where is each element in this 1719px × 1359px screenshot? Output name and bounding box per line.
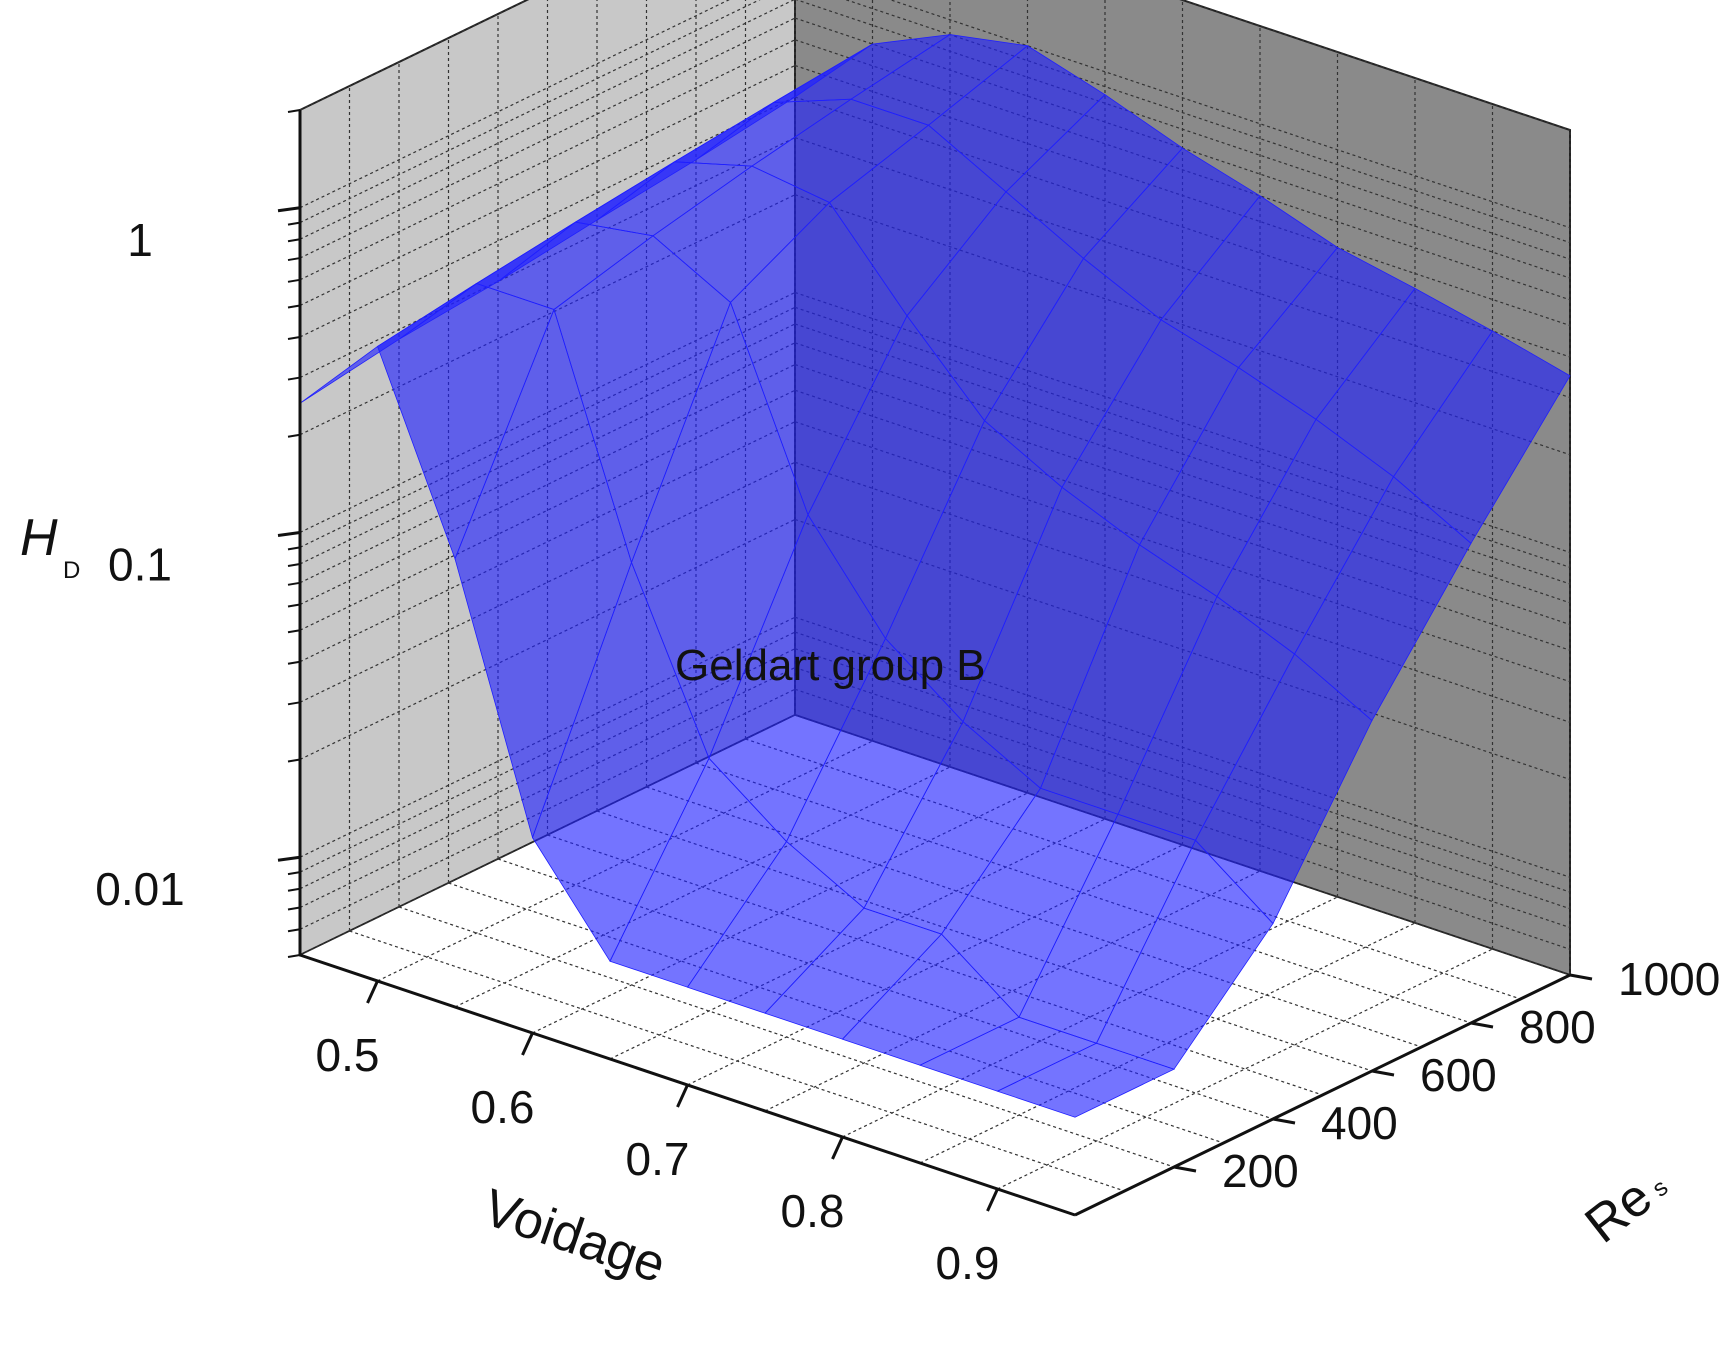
- z-tick-mark-minor: [287, 109, 301, 113]
- y-tick-mark: [1569, 973, 1593, 981]
- left-wall-grid-line: [299, 39, 796, 281]
- z-tick-mark-minor: [287, 581, 301, 586]
- left-wall-grid-line: [299, 0, 761, 224]
- z-tick-label: 0.01: [95, 863, 185, 915]
- z-tick-mark-minor: [287, 433, 301, 438]
- left-wall-grid-line: [299, 0, 529, 111]
- floor-grid-line: [997, 948, 1493, 1190]
- floor-grid-line: [919, 922, 1416, 1164]
- z-tick-mark-minor: [287, 928, 301, 933]
- z-tick-mark-minor: [287, 257, 301, 262]
- z-tick-mark-minor: [287, 376, 301, 381]
- left-wall-grid-line: [299, 0, 795, 240]
- z-tick-mark-major: [277, 855, 301, 862]
- x-tick-mark: [366, 980, 379, 1004]
- svg-text:s: s: [1647, 1174, 1673, 1203]
- surface: [299, 34, 1571, 1118]
- x-tick-mark: [676, 1084, 689, 1108]
- z-tick-mark-minor: [287, 335, 301, 340]
- y-tick-label: 800: [1519, 1001, 1596, 1053]
- left-wall-grid-line: [299, 17, 796, 259]
- y-tick-label: 1000: [1618, 953, 1719, 1005]
- z-tick-mark-minor: [287, 629, 301, 634]
- left-wall-grid-line: [299, 64, 796, 307]
- z-tick-mark-minor: [287, 304, 301, 309]
- z-tick-mark-minor: [287, 887, 301, 892]
- z-axis-label: H D: [20, 509, 80, 584]
- left-wall-grid-line: [299, 96, 796, 338]
- z-tick-mark-major: [277, 531, 301, 537]
- floor-grid-line: [349, 930, 1125, 1192]
- axes: [277, 109, 1593, 1217]
- z-tick-label: 0.1: [108, 539, 172, 591]
- x-tick-label: 0.7: [626, 1133, 690, 1185]
- z-tick-label: 1: [127, 214, 153, 266]
- back-wall-grid-line: [844, 0, 1571, 244]
- x-tick-label: 0.6: [471, 1081, 535, 1133]
- z-tick-mark-minor: [287, 603, 301, 608]
- x-tick-mark: [986, 1188, 999, 1212]
- x-tick-label: 0.9: [936, 1237, 1000, 1289]
- y-tick-mark: [1470, 1021, 1494, 1029]
- y-tick-label: 200: [1222, 1145, 1299, 1197]
- z-tick-labels: 0.01 0.1 1: [95, 214, 185, 915]
- y-tick-mark: [1173, 1165, 1197, 1173]
- x-tick-label: 0.8: [781, 1185, 845, 1237]
- y-tick-label: 400: [1321, 1097, 1398, 1149]
- back-wall-grid-line: [889, 0, 1571, 229]
- annotation: Geldart group B: [675, 641, 986, 690]
- z-tick-mark-minor: [287, 758, 301, 763]
- surface-patch: [996, 1042, 1176, 1118]
- z-tick-mark-minor: [287, 660, 301, 665]
- y-axis-line: [1074, 973, 1571, 1217]
- floor-grid-line: [398, 906, 1175, 1168]
- left-wall-grid-line: [299, 0, 730, 209]
- y-tick-labels: 200 400 600 800 1000: [1222, 953, 1719, 1197]
- x-tick-mark: [521, 1032, 534, 1056]
- z-tick-mark-minor: [287, 238, 301, 243]
- z-tick-mark-major: [277, 206, 301, 213]
- z-tick-mark-minor: [287, 546, 301, 551]
- svg-text:H: H: [20, 509, 58, 567]
- y-tick-label: 600: [1420, 1049, 1497, 1101]
- back-wall-grid-line: [795, 0, 1571, 260]
- z-tick-mark-minor: [287, 954, 301, 958]
- z-tick-mark-minor: [287, 562, 301, 567]
- x-tick-labels: 0.5 0.6 0.7 0.8 0.9: [316, 1029, 1000, 1289]
- x-tick-label: 0.5: [316, 1029, 380, 1081]
- z-tick-mark-minor: [287, 278, 301, 283]
- z-tick-mark-minor: [287, 906, 301, 911]
- x-axis-label: Voidage: [476, 1179, 673, 1295]
- z-tick-mark-minor: [287, 871, 301, 876]
- y-tick-mark: [1272, 1117, 1296, 1125]
- y-tick-mark: [1371, 1069, 1395, 1077]
- z-tick-mark-minor: [287, 701, 301, 706]
- x-tick-mark: [831, 1136, 844, 1160]
- z-tick-mark-minor: [287, 221, 301, 226]
- svg-text:D: D: [63, 557, 80, 584]
- y-axis-label: Re s: [1575, 1168, 1674, 1255]
